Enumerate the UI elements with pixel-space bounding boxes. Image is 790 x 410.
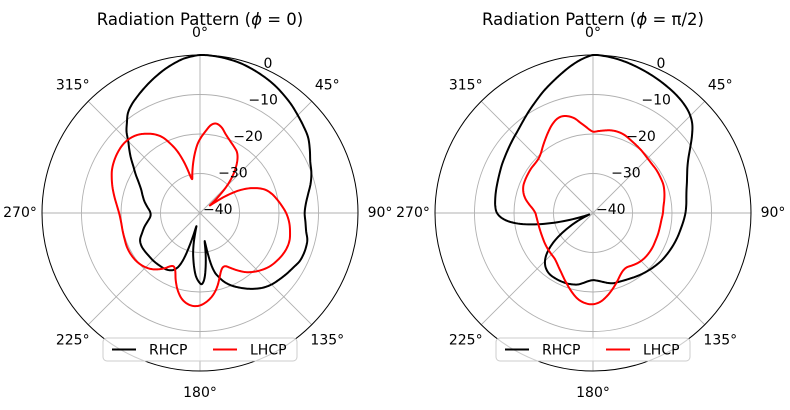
angle-tick-label: 225° [449,332,483,348]
radius-tick-label: −30 [218,166,248,182]
legend-label-lhcp: LHCP [643,343,680,359]
radius-grid-circle [160,173,240,253]
title-prefix: Radiation Pattern ( [482,10,636,29]
angle-tick-label: 45° [315,78,340,94]
radius-tick-label: −40 [203,202,233,218]
legend-left: RHCP LHCP [102,337,298,362]
angle-tick-label: 225° [56,332,90,348]
radius-grid-circle [81,94,319,332]
radius-grid-circle [474,94,712,332]
legend-label-rhcp: RHCP [149,343,187,359]
phi-symbol: ϕ [251,10,262,29]
title-suffix: = π/2) [647,10,704,29]
radius-grid-circle [513,133,673,293]
polar-axes-left: 0° 45° 90° 135° 180° 225° 270° 315° 0 −10 −20 −30 −4… [3,25,392,401]
angle-tick-label: 0° [585,25,601,41]
angle-tick-label: 90° [761,205,786,221]
radius-tick-label: −20 [233,129,263,145]
rhcp-curve [494,54,694,286]
legend-frame [495,337,691,362]
radius-tick-label: −20 [626,129,656,145]
title-suffix: = 0) [262,10,303,29]
plot-title-right: Radiation Pattern (ϕ = π/2) [482,10,704,29]
angle-tick-label: 315° [56,78,90,94]
radius-tick-label: 0 [656,56,665,72]
radius-tick-label: −10 [248,93,278,109]
angle-tick-label: 0° [192,25,208,41]
angle-tick-label: 180° [183,385,217,401]
polar-axes-right: 0° 45° 90° 135° 180° 225° 270° 315° 0 −10 −20 −30 −4… [396,25,785,401]
angle-tick-label: 90° [368,205,393,221]
angle-tick-label: 135° [310,332,344,348]
lhcp-curve [522,114,666,306]
angle-tick-label: 270° [3,205,37,221]
radius-tick-label: 0 [263,56,272,72]
polar-plot-phi-pi-2: Radiation Pattern (ϕ = π/2) 0° 45° 90° 135°… [396,10,785,401]
legend-label-lhcp: LHCP [250,343,287,359]
rhcp-curve [125,54,313,290]
radius-grid-circle [553,173,633,253]
phi-symbol: ϕ [636,10,647,29]
angle-tick-label: 270° [396,205,430,221]
legend-frame [102,337,298,362]
angle-tick-label: 180° [576,385,610,401]
radius-grid-circle [120,133,280,293]
plot-title-left: Radiation Pattern (ϕ = 0) [97,10,303,29]
angle-tick-label: 135° [703,332,737,348]
legend-label-rhcp: RHCP [542,343,580,359]
radius-tick-label: −10 [641,93,671,109]
radius-tick-label: −30 [611,166,641,182]
angle-tick-label: 315° [449,78,483,94]
angle-tick-label: 45° [708,78,733,94]
radius-tick-label: −40 [596,202,626,218]
legend-right: RHCP LHCP [495,337,691,362]
polar-plot-phi-0: Radiation Pattern (ϕ = 0) 0° 45° 90° 135° 18… [3,10,392,401]
lhcp-curve [110,122,292,308]
title-prefix: Radiation Pattern ( [97,10,251,29]
